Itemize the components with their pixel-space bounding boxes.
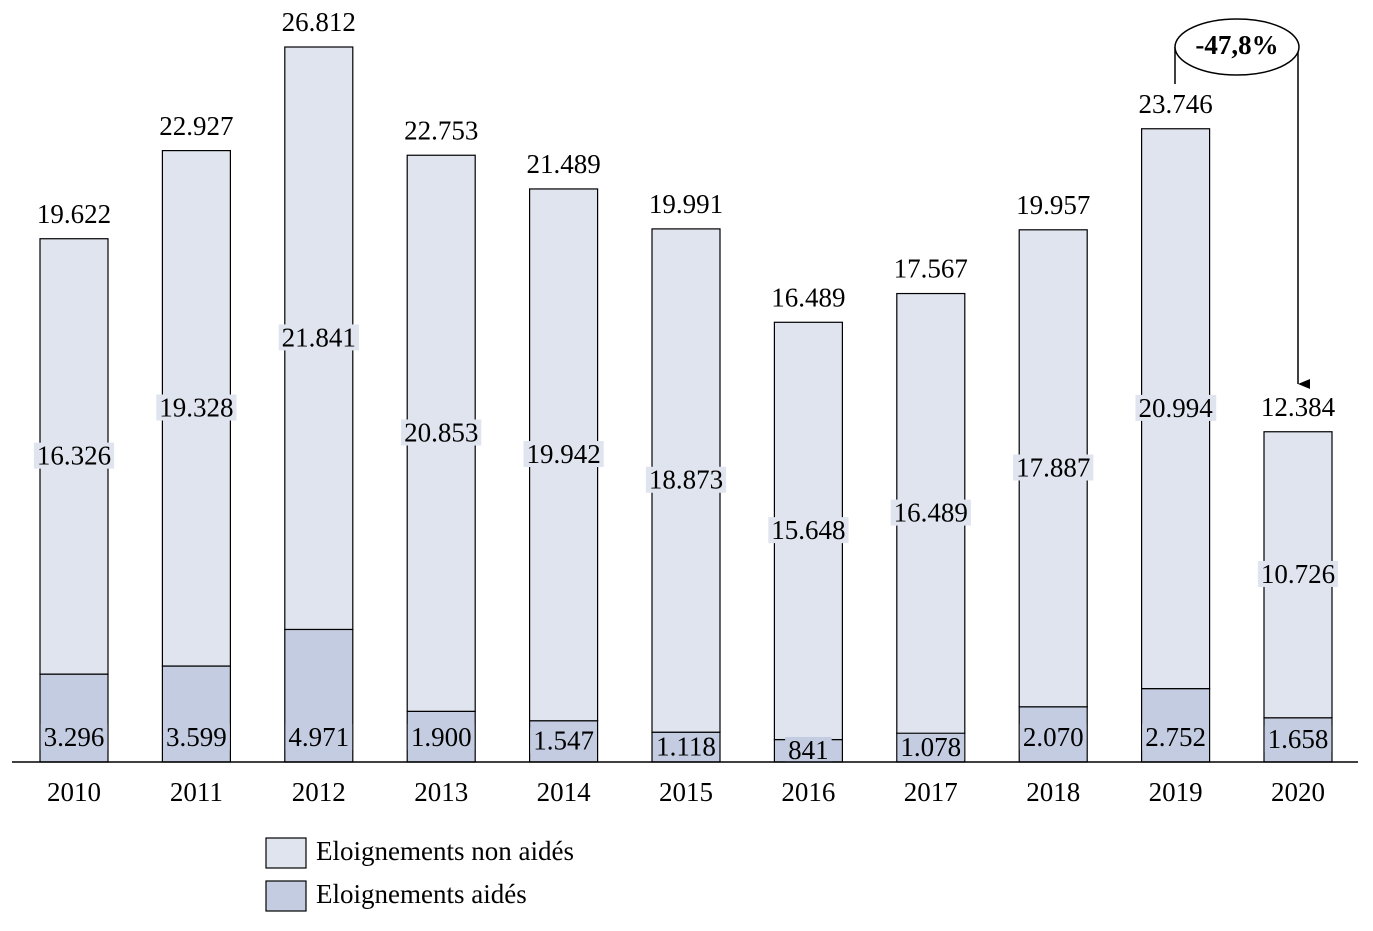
label-background xyxy=(785,736,832,763)
annotation: -47,8% xyxy=(1174,18,1310,389)
label-background xyxy=(40,724,108,751)
legend-label: Eloignements aidés xyxy=(316,879,527,909)
value-label: 3.296 xyxy=(44,722,105,752)
annotation-text: -47,8% xyxy=(1195,30,1278,60)
value-label: 1.900 xyxy=(411,722,472,752)
value-label: 3.599 xyxy=(166,722,227,752)
value-label: 2.752 xyxy=(1145,722,1206,752)
value-label: 17.887 xyxy=(1016,453,1090,483)
total-label: 19.991 xyxy=(649,189,723,219)
value-label: 4.971 xyxy=(288,722,349,752)
value-label: 1.078 xyxy=(900,732,961,762)
label-background xyxy=(1142,724,1209,751)
value-label: 2.070 xyxy=(1023,722,1084,752)
total-label: 22.927 xyxy=(159,111,233,141)
value-label: 19.942 xyxy=(526,439,600,469)
x-tick-label: 2016 xyxy=(781,777,835,807)
value-label: 16.326 xyxy=(37,441,111,471)
total-label: 19.957 xyxy=(1016,190,1090,220)
value-label: 19.328 xyxy=(159,393,233,423)
x-tick-label: 2018 xyxy=(1026,777,1080,807)
label-background xyxy=(653,733,719,760)
value-label: 18.873 xyxy=(649,465,723,495)
value-label: 21.841 xyxy=(282,322,356,352)
label-background xyxy=(407,724,475,751)
value-label: 1.658 xyxy=(1268,724,1329,754)
value-label: 841 xyxy=(788,735,829,765)
total-label: 26.812 xyxy=(282,7,356,37)
x-tick-label: 2017 xyxy=(904,777,958,807)
label-background xyxy=(156,394,237,421)
total-label: 12.384 xyxy=(1261,392,1336,422)
x-tick-label: 2019 xyxy=(1149,777,1203,807)
total-label: 16.489 xyxy=(771,282,845,312)
label-background xyxy=(1257,560,1339,587)
total-label: 17.567 xyxy=(894,254,968,284)
label-background xyxy=(523,441,604,468)
label-background xyxy=(285,724,353,751)
legend-swatch xyxy=(265,837,307,869)
label-background xyxy=(768,517,849,544)
label-background xyxy=(401,419,482,446)
value-label: 15.648 xyxy=(771,515,845,545)
x-tick-label: 2020 xyxy=(1271,777,1325,807)
total-label: 19.622 xyxy=(37,199,111,229)
label-background xyxy=(278,324,359,351)
annotation-ellipse xyxy=(1174,18,1300,76)
value-label: 20.994 xyxy=(1138,393,1213,423)
legend-label: Eloignements non aidés xyxy=(316,836,574,866)
value-label: 16.489 xyxy=(894,498,968,528)
label-background xyxy=(1135,394,1217,421)
label-background xyxy=(897,733,965,760)
total-label: 23.746 xyxy=(1138,89,1212,119)
x-tick-label: 2010 xyxy=(47,777,101,807)
x-tick-label: 2014 xyxy=(537,777,592,807)
label-background xyxy=(890,499,971,526)
value-label: 20.853 xyxy=(404,417,478,447)
label-background xyxy=(1019,724,1087,751)
total-label: 22.753 xyxy=(404,115,478,145)
label-background xyxy=(1013,454,1094,481)
label-background xyxy=(530,727,597,754)
bars: 3.296 16.326 19.622 3.599 19.328 22.927 4.971 2… xyxy=(33,7,1339,765)
legend-swatch xyxy=(265,880,307,912)
label-background xyxy=(645,466,727,493)
label-background xyxy=(1264,726,1332,753)
x-tick-label: 2015 xyxy=(659,777,713,807)
x-tick-label: 2011 xyxy=(170,777,223,807)
value-label: 1.118 xyxy=(656,731,716,761)
label-background xyxy=(163,724,230,751)
value-label: 10.726 xyxy=(1261,559,1335,589)
x-tick-label: 2012 xyxy=(292,777,346,807)
label-background xyxy=(33,442,115,469)
total-label: 21.489 xyxy=(526,149,600,179)
value-label: 1.547 xyxy=(533,726,594,756)
x-tick-label: 2013 xyxy=(414,777,468,807)
